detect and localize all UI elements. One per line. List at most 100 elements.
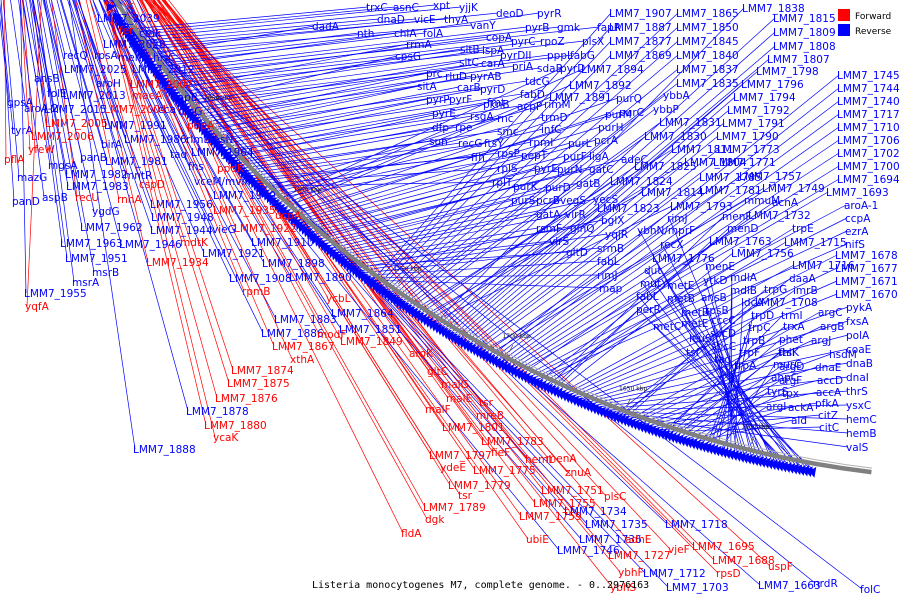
reverse-gene-label: imrB [793, 285, 818, 297]
leader-line [661, 243, 777, 465]
leader-line [265, 128, 544, 195]
leader-line [518, 191, 829, 374]
reverse-feature-arrow [762, 457, 771, 469]
leader-line [89, 0, 142, 185]
reverse-feature-arrow [780, 461, 789, 473]
reverse-gene-label: pyrAB [470, 71, 502, 83]
reverse-feature-arrow [645, 424, 654, 435]
reverse-gene-label: ahpC [771, 372, 798, 384]
leader-line [144, 25, 315, 57]
reverse-gene-label: LMM7_1771 [713, 157, 776, 169]
leader-line [208, 86, 460, 135]
leader-line [273, 67, 563, 202]
reverse-gene-label: panD [12, 196, 40, 208]
forward-gene-label: menA [546, 453, 577, 465]
reverse-gene-label: fabG [570, 50, 595, 62]
reverse-gene-label: metE [667, 280, 694, 292]
forward-gene-label: recU [75, 192, 99, 204]
forward-gene-label: LMM7_2005 [45, 118, 108, 130]
forward-gene-label: LMM7_1867 [272, 341, 335, 353]
reverse-gene-label: trpA [734, 360, 757, 372]
reverse-gene-label: citZ [818, 410, 838, 422]
reverse-gene-label: pknB [483, 99, 510, 111]
leader-line [131, 6, 462, 39]
reverse-feature-arrow [794, 464, 803, 476]
reverse-gene-label: rsgA [470, 111, 494, 123]
position-tick-label: 1850 kbp [204, 95, 232, 102]
reverse-gene-label: hemC [846, 414, 877, 426]
leader-line [331, 199, 563, 252]
reverse-gene-label: LMM7_1845 [676, 36, 739, 48]
forward-gene-label: aroK [409, 348, 434, 360]
leader-line [77, 0, 127, 140]
leader-line [442, 45, 776, 331]
forward-gene-label: malG [441, 379, 469, 391]
leader-line [146, 32, 360, 60]
leader-line [379, 54, 612, 289]
reverse-gene-label: vceM/mviM [194, 176, 253, 188]
leader-line [217, 98, 452, 146]
reverse-gene-label: mmuM [744, 195, 780, 207]
reverse-gene-label: LMM7_1710 [837, 122, 900, 134]
reverse-gene-label: trpF [739, 347, 760, 359]
leader-line [25, 0, 47, 110]
leader-line [182, 54, 573, 105]
reverse-gene-label: folC [860, 584, 880, 596]
leader-line [140, 12, 499, 51]
reverse-gene-label: LMM7_1964 [191, 147, 254, 159]
reverse-gene-label: ald [791, 415, 807, 427]
leader-line [201, 75, 473, 127]
leader-line [98, 0, 232, 279]
leader-line [110, 0, 234, 371]
reverse-gene-label: LMM7_1798 [756, 66, 819, 78]
leader-line [370, 12, 612, 283]
reverse-gene-label: LMM7_1983 [66, 181, 129, 193]
reverse-gene-label: pyrC [511, 36, 536, 48]
reverse-feature-arrow [752, 455, 760, 467]
reverse-gene-label: LMM7_1715 [784, 237, 847, 249]
leader-line [2, 0, 20, 178]
reverse-gene-label: nrdR [813, 578, 838, 590]
reverse-gene-label: nth [357, 28, 374, 40]
reverse-gene-label: rlmL [186, 134, 209, 146]
reverse-gene-label: metC [653, 321, 681, 333]
forward-gene-label: uspF [768, 561, 793, 573]
reverse-gene-label: mgsA [48, 160, 78, 172]
reverse-feature-arrow [777, 460, 785, 472]
reverse-gene-label: chiA [394, 28, 417, 40]
map-caption: Listeria monocytogenes M7, complete geno… [312, 580, 649, 591]
leader-line [690, 337, 813, 472]
reverse-gene-label: argD [779, 361, 804, 373]
leader-line [439, 31, 776, 329]
leader-line [590, 362, 849, 407]
leader-line [74, 0, 189, 412]
reverse-feature-arrow [713, 445, 722, 457]
reverse-gene-label: pyrP [426, 94, 450, 106]
leader-line [180, 54, 550, 102]
reverse-gene-label: sun [429, 136, 448, 148]
reverse-gene-label: LMM7_1837 [676, 64, 739, 76]
leader-line [250, 156, 474, 180]
reverse-gene-label: LMM7_1712 [643, 568, 706, 580]
reverse-gene-label: daaA [789, 273, 817, 285]
leader-line [455, 96, 736, 339]
reverse-gene-label: yjjK [459, 2, 479, 14]
leader-line [325, 199, 514, 247]
leader-line [263, 116, 544, 192]
reverse-gene-label: mazG [17, 172, 47, 184]
reverse-gene-label: LMM7_1763 [709, 236, 772, 248]
leader-line [654, 325, 805, 471]
forward-gene-label: ybhS [610, 582, 637, 594]
reverse-gene-label: LMM7_1831 [659, 117, 722, 129]
reverse-gene-label: rimJ [667, 213, 688, 225]
reverse-gene-label: pppL [547, 50, 573, 62]
reverse-gene-label: metE [681, 318, 708, 330]
leader-line [253, 152, 500, 182]
reverse-gene-label: folE [47, 88, 67, 100]
reverse-gene-label: LMM7_1823 [597, 203, 660, 215]
leader-line [170, 43, 409, 91]
reverse-feature-arrow [773, 460, 782, 471]
reverse-gene-label: tyrA [11, 125, 34, 137]
leader-line [50, 0, 78, 198]
leader-line [161, 36, 489, 80]
